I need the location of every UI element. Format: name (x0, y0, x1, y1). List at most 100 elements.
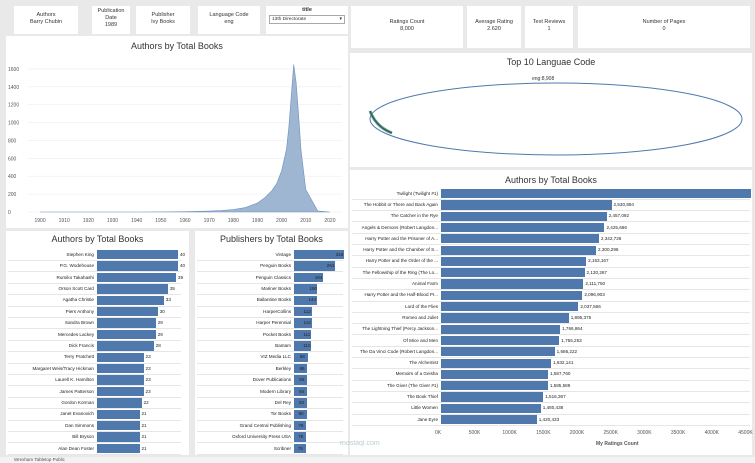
bar-value-label: 111 (303, 331, 311, 337)
bar[interactable] (294, 352, 308, 362)
bar[interactable] (441, 290, 583, 300)
bottom-tab-label[interactable]: Wrexham Tabletop Public (14, 457, 65, 462)
bar[interactable] (294, 318, 312, 328)
bar[interactable] (97, 329, 156, 340)
row-divider (352, 255, 750, 257)
bar[interactable] (441, 222, 605, 233)
bar-value-label: 1,895,375 (570, 314, 592, 320)
bar[interactable] (294, 432, 307, 442)
bar[interactable] (441, 200, 612, 210)
bar[interactable] (441, 302, 579, 312)
bar[interactable] (441, 324, 561, 334)
bar-value-label: 84 (299, 388, 305, 394)
bar[interactable] (441, 245, 597, 255)
area-chart-panel: Authors by Total Books 0 200 400 600 800 1000… (6, 36, 348, 228)
filter-language-code[interactable]: Language Code eng (198, 6, 260, 34)
bar[interactable] (97, 352, 144, 362)
bar[interactable] (441, 268, 585, 278)
bar[interactable] (294, 272, 323, 283)
bar[interactable] (441, 211, 607, 221)
x-tick-label: 1970 (204, 218, 215, 224)
bar[interactable] (97, 443, 140, 454)
bar[interactable] (441, 358, 551, 368)
bar[interactable] (294, 364, 308, 374)
bar-category-label: Dover Publications (252, 377, 291, 383)
row-divider (197, 396, 343, 398)
bar-value-label: 23 (145, 354, 151, 360)
bar[interactable] (294, 398, 307, 408)
title-dropdown[interactable]: 13th Directorate ▾ (269, 15, 345, 24)
bar-value-label: 2,300,296 (598, 247, 619, 253)
bar[interactable] (97, 272, 176, 283)
bar[interactable] (294, 261, 335, 271)
bar[interactable] (97, 250, 178, 260)
bar[interactable] (294, 284, 318, 294)
bar[interactable] (441, 381, 548, 391)
bar-category-label: Grand Central Publishing (239, 422, 291, 428)
bar[interactable] (441, 392, 544, 402)
bar-value-label: 2,153,167 (588, 258, 609, 264)
bar[interactable] (294, 386, 308, 397)
bar[interactable] (441, 415, 537, 425)
bar[interactable] (294, 307, 312, 317)
bar[interactable] (294, 295, 317, 305)
bar[interactable] (294, 443, 306, 454)
bar[interactable] (97, 307, 158, 317)
bar-category-label: Harry Potter and the Prisoner of A... (365, 235, 438, 241)
bar-value-label: 21 (141, 411, 147, 417)
bar[interactable] (97, 341, 154, 351)
publishers-bar-chart: Vintage 318 Penguin Books 261 Penguin Classi… (195, 249, 348, 455)
bar[interactable] (294, 375, 308, 385)
bar[interactable] (97, 375, 144, 385)
bar[interactable] (441, 279, 584, 289)
bar[interactable] (294, 409, 307, 419)
bar[interactable] (294, 421, 307, 431)
filter-title-label: title (302, 7, 312, 13)
bar[interactable] (97, 421, 140, 431)
row-divider (197, 305, 343, 307)
row-divider (8, 442, 181, 444)
filter-publisher-label: Publisher (151, 12, 175, 18)
bar[interactable] (97, 318, 156, 328)
kpi-average-rating-label: Average Rating (475, 19, 513, 25)
bar[interactable] (97, 386, 144, 397)
y-tick-label: 1000 (8, 121, 19, 127)
bar-value-label: 1,587,760 (550, 371, 571, 377)
bar[interactable] (97, 409, 140, 419)
bar-value-label: 2,037,566 (580, 303, 601, 309)
bar-category-label: The Catcher in the Rye (390, 213, 438, 219)
filter-authors[interactable]: Authors Barry Chubin (14, 6, 78, 34)
bar-value-label: 112 (303, 320, 311, 326)
bar[interactable] (97, 432, 140, 442)
bar-category-label: Jane Eyre (417, 416, 438, 422)
bar[interactable] (97, 295, 164, 305)
bar[interactable] (97, 398, 142, 408)
bar[interactable] (97, 364, 144, 374)
bar-value-label: 80 (298, 411, 304, 417)
filter-publication-date[interactable]: Publication Date 1989 (92, 6, 130, 34)
bar[interactable] (97, 284, 168, 294)
bar-value-label: 79 (298, 422, 304, 428)
bar-category-label: Terry Pratchett (64, 354, 94, 360)
bar-value-label: 21 (141, 434, 147, 440)
bar-value-label: 1,420,433 (538, 416, 560, 422)
bar[interactable] (294, 341, 312, 351)
bar[interactable] (97, 261, 178, 271)
x-tick-label: 2000K (569, 430, 585, 436)
bar[interactable] (441, 189, 751, 199)
bar-value-label: 1,755,253 (561, 337, 582, 343)
bar[interactable] (294, 250, 344, 260)
bar[interactable] (441, 313, 569, 323)
bar[interactable] (441, 403, 541, 413)
row-divider (8, 305, 181, 307)
bar[interactable] (294, 329, 312, 340)
bar[interactable] (441, 347, 555, 357)
bar-category-label: VIZ Media LLC (260, 354, 291, 360)
bar-value-label: 83 (298, 399, 305, 405)
bar[interactable] (441, 369, 548, 380)
filter-publisher[interactable]: Publisher Ivy Books (136, 6, 190, 34)
bar[interactable] (441, 234, 599, 244)
row-divider (352, 300, 750, 302)
bar[interactable] (441, 256, 587, 267)
bar[interactable] (441, 335, 560, 346)
